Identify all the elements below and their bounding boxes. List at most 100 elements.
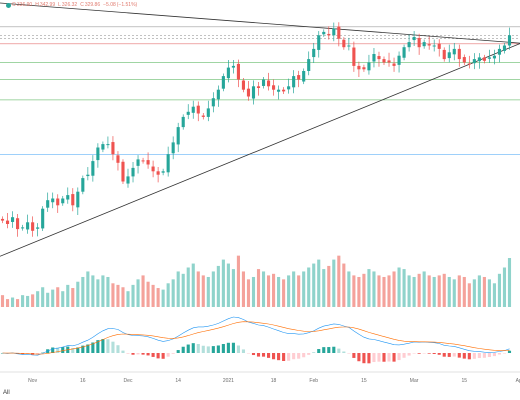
volume-bar <box>457 275 461 307</box>
volume-bar <box>497 273 502 307</box>
volume-bar <box>241 271 246 307</box>
volume-bar <box>191 263 195 307</box>
candle <box>231 59 235 74</box>
candle <box>161 168 165 176</box>
macd-histogram-bar <box>186 344 190 353</box>
macd-histogram-bar <box>76 347 80 353</box>
volume-bar <box>462 276 466 307</box>
volume-bar <box>16 299 20 307</box>
candle <box>131 161 135 183</box>
macd-histogram-bar <box>447 353 451 357</box>
macd-histogram-bar <box>437 353 441 355</box>
volume-bar <box>437 275 441 307</box>
volume-bar <box>442 273 446 307</box>
macd-histogram-bar <box>337 348 341 353</box>
candle <box>317 31 321 58</box>
macd-histogram-bar <box>497 353 502 355</box>
candle <box>5 212 10 229</box>
candle <box>302 68 306 85</box>
volume-bar <box>211 271 215 307</box>
macd-histogram-bar <box>342 351 346 353</box>
volume-bar <box>492 283 496 307</box>
candle <box>342 37 346 50</box>
candle <box>477 53 481 69</box>
volume-bar <box>261 271 266 307</box>
macd-histogram-bar <box>322 347 326 353</box>
candle <box>467 55 471 69</box>
volume-bar <box>121 287 125 307</box>
candle <box>507 27 512 50</box>
candle <box>387 52 391 67</box>
candle <box>442 47 446 62</box>
macd-histogram-bar <box>367 353 371 364</box>
candle <box>377 51 381 67</box>
volume-bar <box>352 275 356 307</box>
macd-histogram-bar <box>332 346 336 353</box>
candle <box>502 42 507 54</box>
candle <box>221 73 225 92</box>
macd-histogram-bar <box>292 353 296 360</box>
candle <box>16 213 20 237</box>
candle <box>136 155 140 174</box>
macd-histogram-bar <box>96 340 100 353</box>
macd-histogram-bar <box>226 342 230 353</box>
volume-bar <box>447 276 451 307</box>
volume-bar <box>26 295 30 307</box>
candle <box>171 136 175 160</box>
candle <box>96 143 100 168</box>
macd-histogram-bar <box>116 345 120 353</box>
volume-bar <box>477 275 481 307</box>
volume-bar <box>36 291 40 307</box>
candle <box>352 41 356 72</box>
macd-histogram-bar <box>457 353 461 358</box>
volume-bar <box>141 275 145 307</box>
macd-histogram-bar <box>372 353 376 363</box>
volume-bar <box>96 279 100 307</box>
candle <box>462 54 466 66</box>
macd-histogram-bar <box>256 353 261 357</box>
volume-bar <box>201 275 205 307</box>
candle <box>146 152 150 169</box>
candle <box>392 57 396 72</box>
macd-histogram-bar <box>236 345 240 353</box>
macd-histogram-bar <box>121 350 125 353</box>
macd-histogram-bar <box>412 353 416 354</box>
macd-histogram-bar <box>61 347 65 353</box>
volume-bar <box>367 269 371 307</box>
candle <box>211 92 215 113</box>
macd-histogram-bar <box>261 353 266 357</box>
volume-bar <box>502 267 507 307</box>
candle <box>106 136 110 149</box>
volume-bar <box>347 271 351 307</box>
macd-histogram-bar <box>407 353 411 356</box>
volume-bar <box>206 276 210 307</box>
volume-bar <box>402 269 406 307</box>
volume-bar <box>372 271 376 307</box>
candle <box>367 54 371 75</box>
volume-bar <box>382 276 386 307</box>
candle <box>201 112 205 120</box>
volume-bar <box>427 275 431 307</box>
volume-bar <box>171 279 175 307</box>
candle <box>362 64 366 72</box>
candle <box>61 195 65 206</box>
macd-histogram-bar <box>272 353 276 360</box>
volume-bar <box>377 275 381 307</box>
range-all-button[interactable]: All <box>3 390 10 396</box>
macd-histogram-bar <box>71 348 75 353</box>
candle <box>457 44 461 67</box>
volume-bar <box>66 284 70 307</box>
volume-bar <box>322 269 326 307</box>
candle <box>447 44 451 63</box>
macd-histogram-bar <box>251 353 256 356</box>
volume-bar <box>31 294 35 307</box>
candle <box>81 175 85 195</box>
volume-bar <box>221 259 225 307</box>
candle <box>151 160 155 178</box>
volume-bar <box>362 273 366 307</box>
candle <box>181 114 185 130</box>
volume-bar <box>81 276 85 307</box>
candle <box>246 81 251 101</box>
macd-histogram-bar <box>452 353 456 357</box>
